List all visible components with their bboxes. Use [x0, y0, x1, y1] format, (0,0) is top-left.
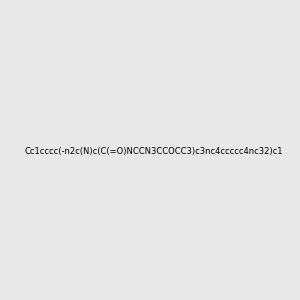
Text: Cc1cccc(-n2c(N)c(C(=O)NCCN3CCOCC3)c3nc4ccccc4nc32)c1: Cc1cccc(-n2c(N)c(C(=O)NCCN3CCOCC3)c3nc4c… — [25, 147, 283, 156]
